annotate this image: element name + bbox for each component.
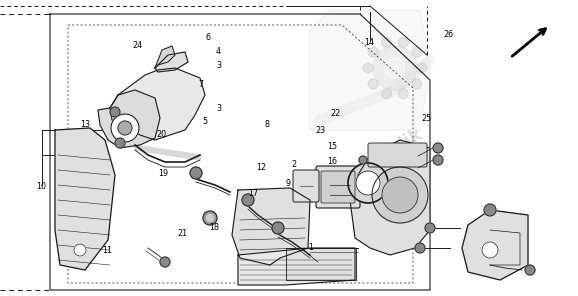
Text: 13: 13 <box>80 120 91 129</box>
Polygon shape <box>462 210 528 280</box>
Circle shape <box>368 79 378 89</box>
Text: 4: 4 <box>216 47 221 56</box>
Circle shape <box>381 89 392 99</box>
Polygon shape <box>350 140 430 255</box>
Polygon shape <box>110 68 205 140</box>
Circle shape <box>425 223 435 233</box>
Circle shape <box>412 47 422 57</box>
Circle shape <box>190 167 202 179</box>
Text: PartsRepublik: PartsRepublik <box>294 125 426 211</box>
Circle shape <box>206 214 214 222</box>
Circle shape <box>348 163 388 203</box>
FancyBboxPatch shape <box>321 171 355 203</box>
Text: 25: 25 <box>421 114 432 123</box>
FancyBboxPatch shape <box>293 170 319 202</box>
Text: 23: 23 <box>316 126 326 135</box>
Circle shape <box>115 138 125 148</box>
Circle shape <box>368 47 378 57</box>
Polygon shape <box>155 52 188 72</box>
Circle shape <box>382 177 418 213</box>
Circle shape <box>203 211 217 225</box>
Circle shape <box>398 37 408 47</box>
Circle shape <box>242 194 254 206</box>
Polygon shape <box>232 188 310 265</box>
FancyBboxPatch shape <box>316 166 360 208</box>
Text: 5: 5 <box>203 117 208 126</box>
Text: 24: 24 <box>132 41 143 50</box>
Circle shape <box>417 63 427 73</box>
Text: 6: 6 <box>206 33 210 41</box>
Text: 1: 1 <box>309 243 313 252</box>
Circle shape <box>433 143 443 153</box>
Text: 3: 3 <box>216 61 221 70</box>
Text: 20: 20 <box>157 130 167 139</box>
Circle shape <box>381 89 392 99</box>
Circle shape <box>433 155 443 165</box>
Circle shape <box>484 204 496 216</box>
Text: 26: 26 <box>443 30 453 38</box>
Circle shape <box>368 47 378 57</box>
Circle shape <box>363 63 373 73</box>
Circle shape <box>111 114 139 142</box>
Circle shape <box>412 47 422 57</box>
Polygon shape <box>98 90 160 148</box>
Circle shape <box>412 79 422 89</box>
Circle shape <box>417 63 427 73</box>
Polygon shape <box>135 145 200 160</box>
Circle shape <box>398 37 408 47</box>
Text: 11: 11 <box>102 246 112 255</box>
Circle shape <box>356 171 380 195</box>
Circle shape <box>412 79 422 89</box>
Polygon shape <box>55 128 115 270</box>
Circle shape <box>372 167 428 223</box>
Circle shape <box>482 242 498 258</box>
Text: 22: 22 <box>330 110 340 118</box>
Circle shape <box>415 243 425 253</box>
Circle shape <box>398 89 408 99</box>
Text: 9: 9 <box>286 179 290 188</box>
Text: 19: 19 <box>158 169 168 178</box>
Polygon shape <box>238 248 355 285</box>
Circle shape <box>373 46 417 90</box>
Text: 16: 16 <box>327 157 338 166</box>
Circle shape <box>272 222 284 234</box>
FancyBboxPatch shape <box>368 143 427 167</box>
Circle shape <box>525 265 535 275</box>
Text: 14: 14 <box>364 38 374 47</box>
Polygon shape <box>155 46 175 68</box>
Text: 10: 10 <box>36 182 47 191</box>
Text: 12: 12 <box>256 163 266 172</box>
Circle shape <box>381 37 392 47</box>
Text: 17: 17 <box>248 189 258 198</box>
Circle shape <box>385 58 405 78</box>
Circle shape <box>398 89 408 99</box>
Text: 7: 7 <box>198 80 203 89</box>
Text: 21: 21 <box>177 229 187 238</box>
Text: 15: 15 <box>327 142 338 151</box>
Circle shape <box>381 37 392 47</box>
Circle shape <box>160 257 170 267</box>
Text: 3: 3 <box>216 104 221 112</box>
Circle shape <box>118 121 132 135</box>
Circle shape <box>110 107 120 117</box>
Text: 2: 2 <box>291 160 296 169</box>
Circle shape <box>368 79 378 89</box>
Text: 18: 18 <box>209 223 219 232</box>
Text: 8: 8 <box>265 120 269 129</box>
Polygon shape <box>286 248 356 280</box>
Circle shape <box>359 156 367 164</box>
Circle shape <box>74 244 86 256</box>
Polygon shape <box>310 10 430 130</box>
Circle shape <box>363 63 373 73</box>
